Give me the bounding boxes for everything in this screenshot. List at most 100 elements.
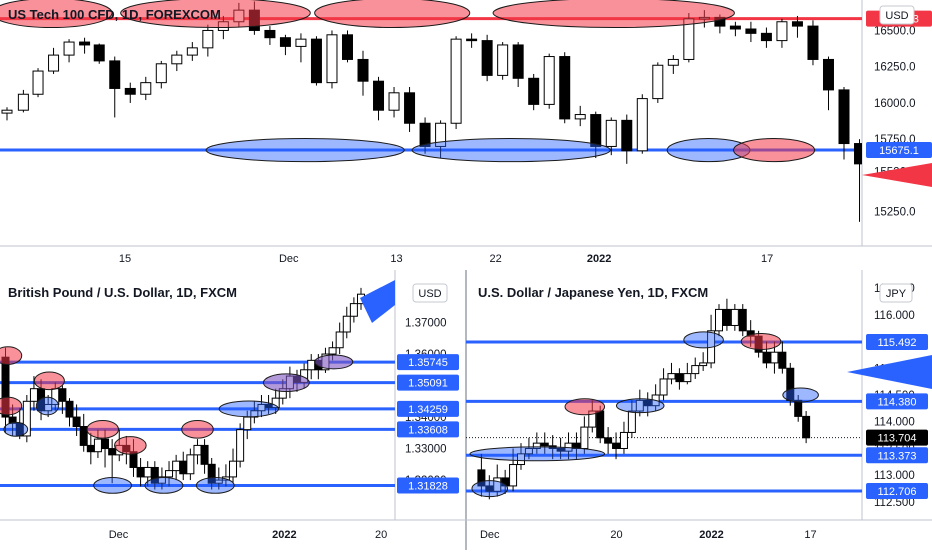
- br-candle-body: [675, 373, 684, 383]
- top-candle-body: [559, 56, 571, 120]
- bl-candle-body: [193, 444, 202, 456]
- top-x-tick: 17: [761, 253, 773, 265]
- bl-candle-body: [136, 466, 145, 478]
- br-candle-body: [627, 410, 636, 433]
- bottom-right-currency-label: JPY: [886, 288, 907, 300]
- bl-candle-body: [72, 416, 81, 428]
- bl-zone-red: [181, 420, 214, 439]
- bl-candle-body: [29, 388, 38, 402]
- bl-y-tick: 1.37000: [405, 318, 447, 330]
- top-candle-body: [1, 109, 13, 114]
- br-candle-body: [485, 485, 494, 492]
- top-candle-body: [636, 98, 648, 152]
- top-candle-body: [917, 120, 927, 140]
- top-candle-body: [590, 114, 602, 147]
- br-zone-blue: [615, 398, 665, 414]
- br-candle-body: [794, 399, 803, 417]
- bl-candle-body: [8, 416, 17, 424]
- bottom-left-chart-title: British Pound / U.S. Dollar, 1D, FXCM: [8, 285, 237, 300]
- top-candle-body: [466, 38, 478, 42]
- br-zone-blue: [469, 446, 606, 462]
- br-price-pill-label: 114.380: [878, 396, 917, 408]
- top-candle-body: [48, 54, 60, 72]
- bl-price-pill-label: 1.35745: [408, 357, 448, 369]
- bl-price-pill-label: 1.34259: [408, 404, 448, 416]
- br-price-pill: [866, 393, 928, 410]
- top-candle-body: [729, 25, 741, 30]
- br-candle-body: [493, 477, 502, 492]
- bl-price-pill-label: 1.35091: [408, 378, 448, 390]
- top-candle-body: [93, 44, 105, 62]
- br-candle-body: [540, 442, 549, 447]
- bl-plot-area: [0, 287, 395, 494]
- br-x-tick: Dec: [480, 529, 500, 541]
- top-candle-body: [822, 58, 834, 91]
- bl-zone-red: [86, 420, 119, 439]
- bl-candle-body: [22, 400, 31, 437]
- top-candle-body: [807, 25, 819, 60]
- bl-candle-body: [243, 416, 252, 431]
- top-candle-body: [155, 63, 167, 84]
- top-price-pill-label: 15675.1: [879, 145, 919, 157]
- bl-candle-body: [271, 397, 280, 409]
- br-candle-body: [659, 378, 668, 396]
- br-candle-body: [738, 308, 747, 332]
- br-price-pill: [866, 447, 928, 464]
- br-price-pill: [866, 429, 928, 446]
- br-candle-body: [477, 469, 486, 487]
- top-candle-body: [528, 77, 540, 105]
- br-candle-body: [501, 477, 510, 487]
- top-candle-body: [667, 58, 679, 66]
- bottom-right-currency-badge[interactable]: [879, 283, 913, 303]
- bl-zone-red: [114, 436, 147, 455]
- top-y-tick: 16000.0: [874, 98, 916, 110]
- br-x-tick: 20: [610, 529, 622, 541]
- br-candle-body: [683, 373, 692, 383]
- bl-candle-body: [143, 466, 152, 478]
- top-candle-body: [341, 34, 353, 60]
- bl-zone-red: [0, 396, 23, 416]
- bottom-left-currency-badge[interactable]: [412, 283, 448, 303]
- top-currency-label: USD: [885, 10, 908, 22]
- top-zone-red: [733, 137, 816, 163]
- top-candle-body: [202, 29, 214, 49]
- top-candle-body: [621, 119, 633, 152]
- top-candle-body: [497, 44, 509, 76]
- bl-candle-body: [79, 426, 88, 446]
- bl-candle-body: [335, 331, 344, 349]
- top-plot-area: [0, 0, 927, 222]
- bl-price-pill: [397, 477, 459, 494]
- top-y-tick: 16250.0: [874, 62, 916, 74]
- bl-candle-body: [236, 429, 245, 462]
- bl-zone-blue: [35, 396, 59, 416]
- top-candle-body: [652, 64, 664, 100]
- br-candle-body: [778, 351, 787, 369]
- bl-candle-body: [44, 403, 53, 412]
- top-candle-body: [760, 32, 772, 42]
- top-candle-body: [791, 21, 803, 27]
- bl-candle-body: [165, 470, 174, 478]
- br-zone-blue: [683, 331, 724, 349]
- bl-x-tick: 2022: [272, 529, 296, 541]
- top-price-pill: [866, 142, 932, 159]
- top-x-tick: 2022: [587, 253, 611, 265]
- br-candle-body: [612, 442, 621, 449]
- top-candle-body: [124, 87, 136, 95]
- br-candle-body: [643, 399, 652, 407]
- br-price-pill-label: 112.706: [878, 486, 917, 498]
- br-candle-body: [509, 464, 518, 487]
- top-currency-badge[interactable]: [879, 5, 915, 25]
- bl-candle-body: [186, 454, 195, 475]
- br-candle-body: [722, 308, 731, 326]
- br-price-pill-label: 115.492: [878, 337, 917, 349]
- top-candle-body: [326, 34, 338, 84]
- top-zone-red: [492, 0, 735, 29]
- top-candle-body: [171, 54, 183, 65]
- br-candle-body: [770, 351, 779, 364]
- top-candle-body: [388, 92, 400, 111]
- top-candle-body: [17, 93, 29, 111]
- bl-zone-blue: [3, 421, 29, 437]
- bl-candle-body: [86, 444, 95, 453]
